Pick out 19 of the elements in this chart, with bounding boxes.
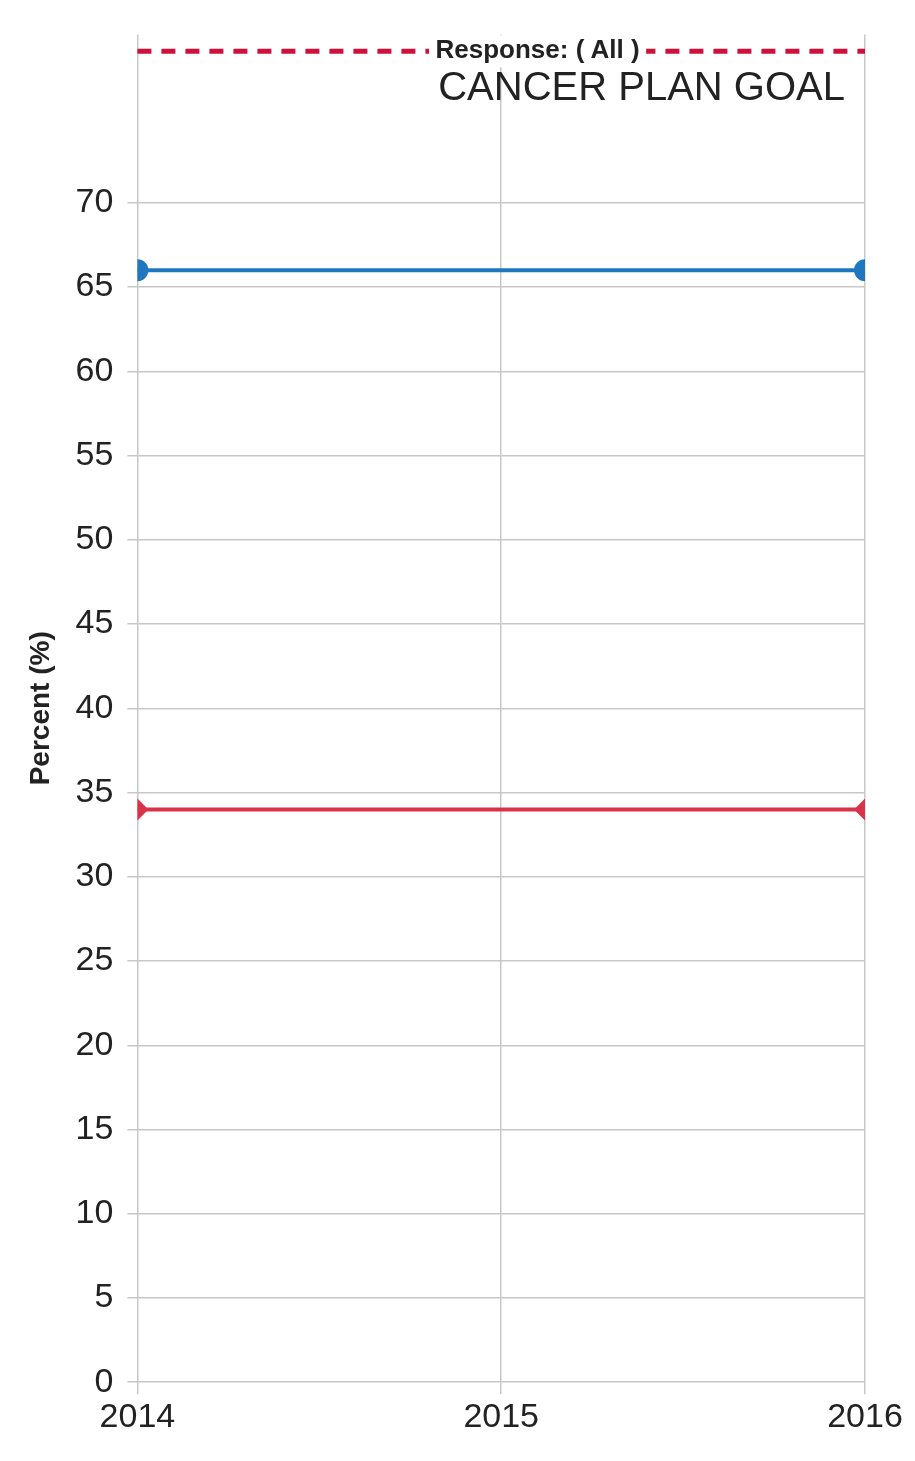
y-axis-title: Percent (%) — [23, 631, 55, 786]
x-tick-label: 2015 — [463, 1395, 540, 1434]
y-tick-label: 55 — [75, 433, 114, 472]
y-tick-label: 30 — [75, 855, 114, 894]
y-tick-label: 20 — [75, 1023, 114, 1062]
y-tick-label: 10 — [75, 1192, 114, 1231]
y-tick-label: 50 — [75, 518, 114, 557]
y-tick-label: 25 — [75, 939, 114, 978]
chart-title: Response: ( All ) — [435, 34, 640, 65]
ref-line-label: CANCER PLAN GOAL — [438, 64, 845, 109]
y-tick-label: 45 — [75, 602, 114, 641]
y-tick-label: 65 — [75, 265, 114, 304]
y-tick-label: 5 — [94, 1276, 114, 1315]
y-tick-label: 60 — [75, 349, 114, 388]
x-tick-label: 2016 — [827, 1395, 903, 1434]
y-tick-label: 15 — [75, 1107, 114, 1146]
y-tick-label: 35 — [75, 770, 114, 809]
y-tick-label: 70 — [75, 181, 114, 220]
y-tick-label: 40 — [75, 686, 114, 725]
